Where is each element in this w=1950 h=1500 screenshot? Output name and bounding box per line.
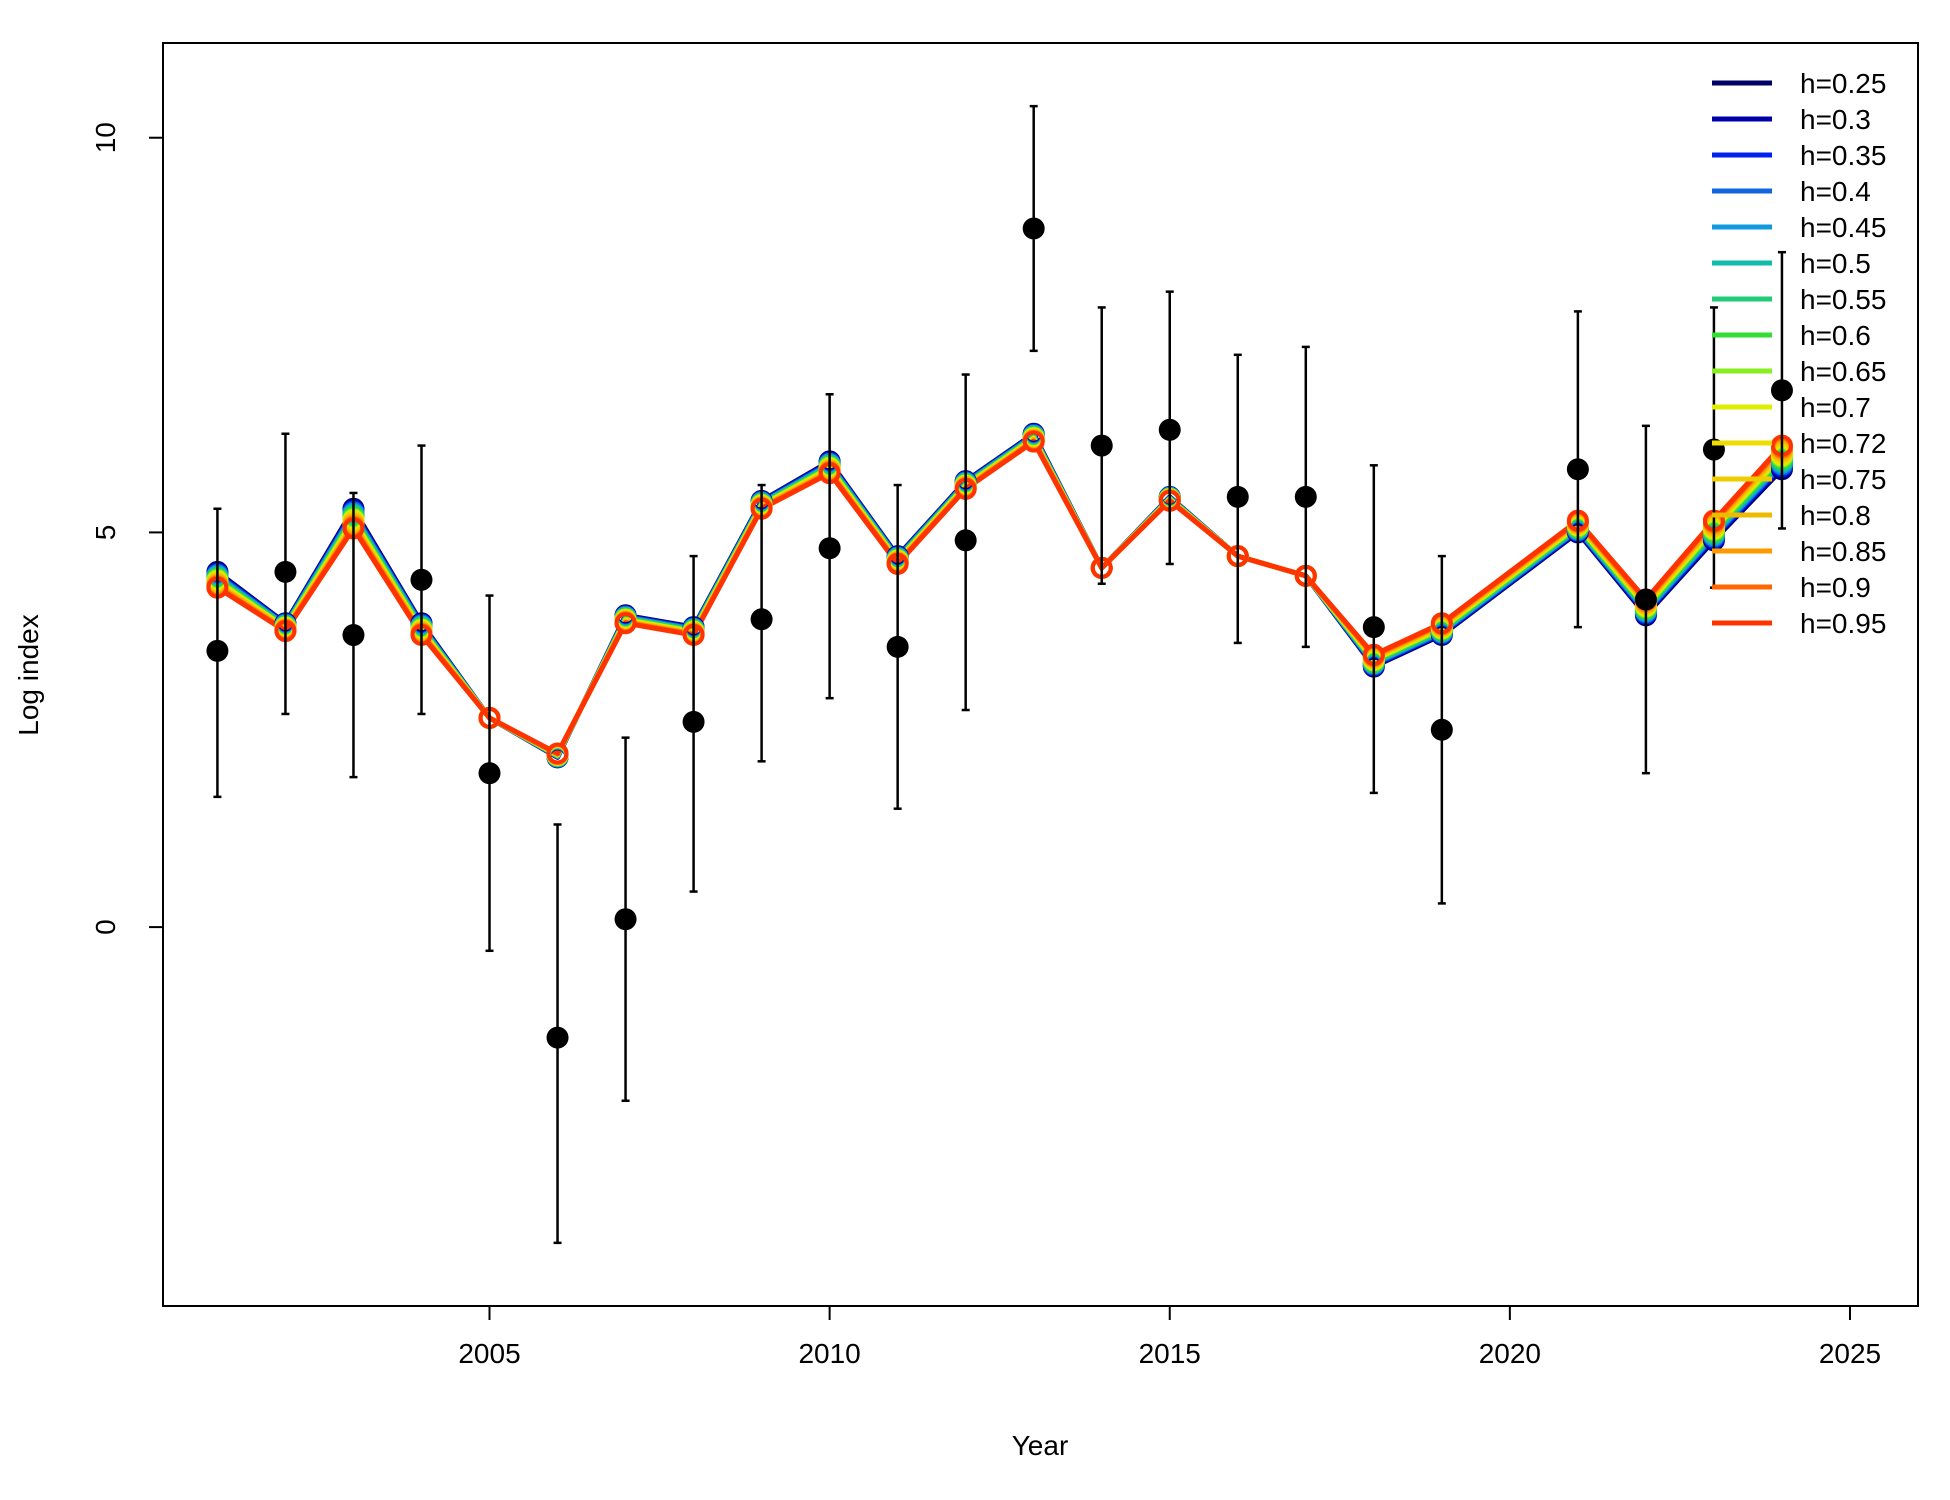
legend-label: h=0.4	[1800, 176, 1871, 207]
series-line	[216, 437, 1784, 757]
x-axis: 2005 2010 2015 2020 2025	[458, 1305, 1881, 1369]
observed-point	[954, 529, 977, 552]
x-tick-label: 2025	[1819, 1338, 1881, 1369]
observed-points	[206, 217, 1793, 1049]
observed-point	[1158, 418, 1181, 441]
legend-label: h=0.55	[1800, 284, 1886, 315]
y-axis-label: Log index	[13, 614, 44, 735]
observed-point	[1294, 485, 1317, 508]
x-tick-label: 2005	[458, 1338, 520, 1369]
y-axis: 0 5 10	[90, 122, 164, 935]
series-line	[216, 438, 1784, 757]
observed-point	[750, 608, 773, 631]
series-line	[216, 439, 1784, 756]
observed-point	[682, 710, 705, 733]
observed-point	[274, 560, 297, 583]
series-point	[546, 742, 569, 765]
series-line	[215, 434, 1784, 759]
legend-label: h=0.8	[1800, 500, 1871, 531]
legend-label: h=0.85	[1800, 536, 1886, 567]
y-tick-label: 10	[90, 122, 121, 153]
observed-point	[410, 568, 433, 591]
x-tick-label: 2010	[798, 1338, 860, 1369]
series-point	[1022, 430, 1045, 453]
series-line	[216, 437, 1784, 757]
legend-label: h=0.35	[1800, 140, 1886, 171]
series-line	[215, 433, 1784, 759]
observed-point	[546, 1026, 569, 1049]
observed-point	[1362, 616, 1385, 639]
legend-label: h=0.5	[1800, 248, 1871, 279]
observed-point	[1634, 588, 1657, 611]
error-bars	[213, 104, 1786, 1245]
observed-point	[1022, 217, 1045, 240]
series-point	[614, 612, 637, 635]
y-tick-label: 5	[90, 525, 121, 541]
series-line	[215, 435, 1784, 758]
series-line	[215, 432, 1784, 760]
legend: h=0.25 h=0.3 h=0.35 h=0.4 h=0.45 h=0.5 h=0.55 h…	[1712, 68, 1886, 639]
y-tick-label: 0	[90, 919, 121, 935]
legend-label: h=0.75	[1800, 464, 1886, 495]
observed-point	[1226, 485, 1249, 508]
fit-points	[206, 422, 1793, 769]
fit-lines	[215, 431, 1784, 760]
legend-label: h=0.7	[1800, 392, 1871, 423]
legend-label: h=0.25	[1800, 68, 1886, 99]
series-line	[216, 436, 1784, 758]
legend-label: h=0.9	[1800, 572, 1871, 603]
legend-label: h=0.45	[1800, 212, 1886, 243]
series-line	[215, 433, 1784, 759]
observed-point	[1770, 379, 1793, 402]
legend-label: h=0.6	[1800, 320, 1871, 351]
observed-point	[614, 908, 637, 931]
series-line	[215, 431, 1784, 760]
legend-label: h=0.95	[1800, 608, 1886, 639]
series-line	[215, 434, 1784, 759]
series-line	[216, 435, 1784, 758]
observed-point	[818, 537, 841, 560]
series-line	[216, 438, 1784, 757]
observed-point	[342, 624, 365, 647]
x-axis-label: Year	[1012, 1430, 1069, 1461]
observed-point	[1430, 718, 1453, 741]
observed-point	[206, 639, 229, 662]
observed-point	[1090, 434, 1113, 457]
legend-label: h=0.3	[1800, 104, 1871, 135]
legend-label: h=0.65	[1800, 356, 1886, 387]
x-tick-label: 2015	[1139, 1338, 1201, 1369]
series-line	[215, 431, 1784, 760]
series-line	[215, 432, 1784, 760]
legend-label: h=0.72	[1800, 428, 1886, 459]
x-tick-label: 2020	[1479, 1338, 1541, 1369]
observed-point	[1566, 458, 1589, 481]
observed-point	[478, 762, 501, 785]
observed-point	[886, 635, 909, 658]
